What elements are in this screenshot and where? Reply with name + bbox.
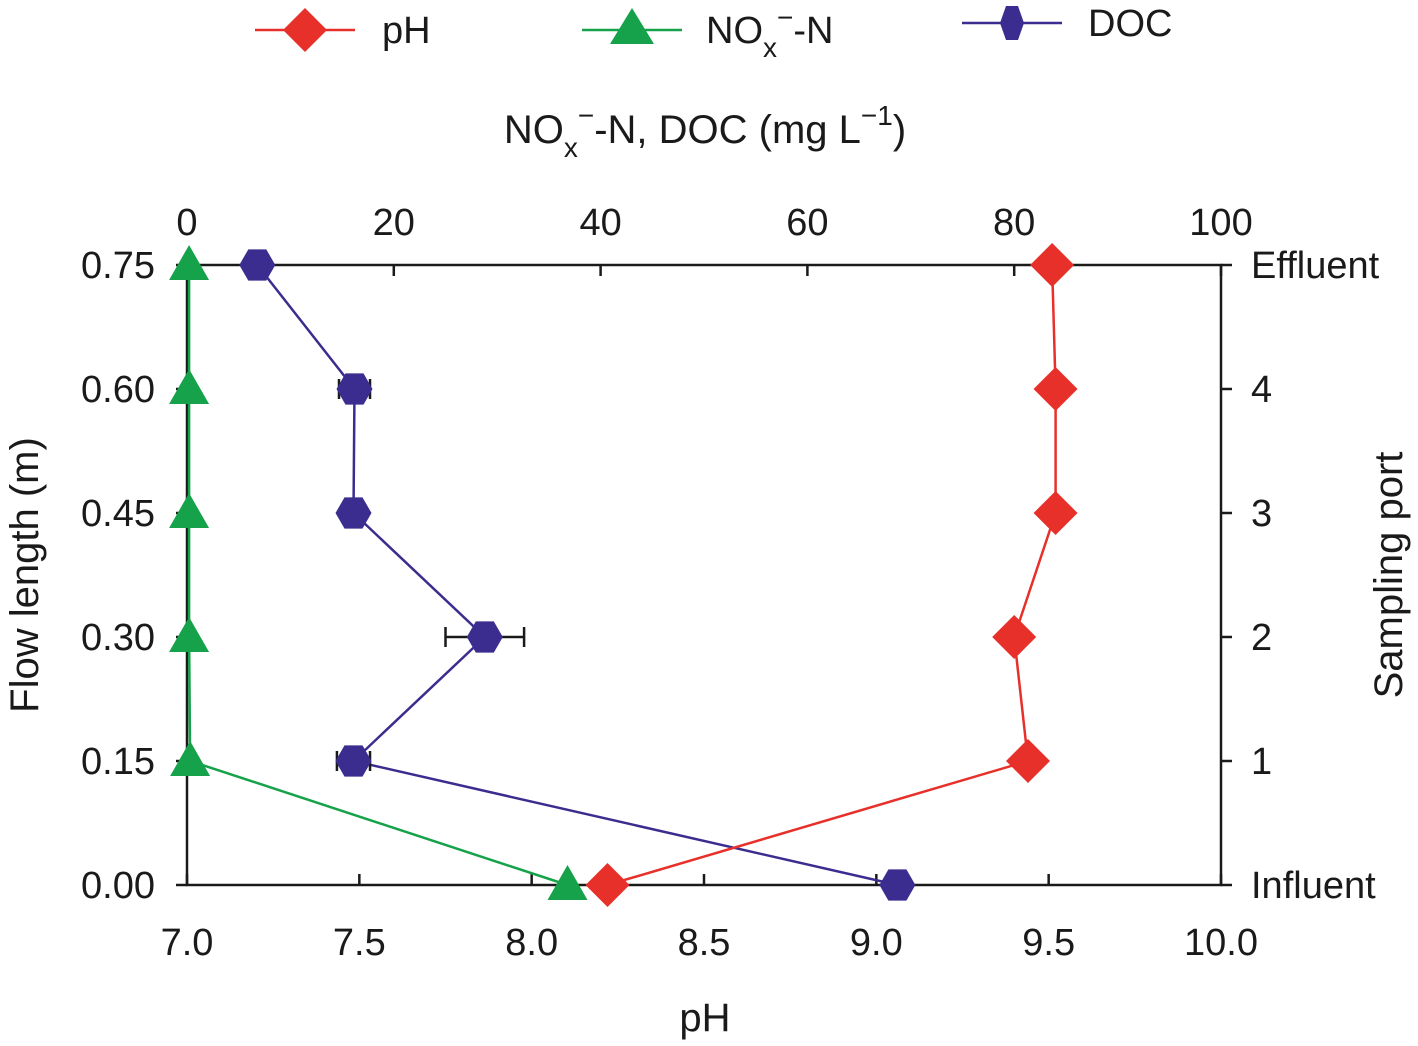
right-axis-tick-label: 1 (1251, 741, 1272, 783)
data-point (1033, 367, 1078, 411)
top-axis-title: NOx−-N, DOC (mg L−1) (504, 100, 906, 163)
legend-label-doc: DOC (1088, 3, 1172, 45)
right-axis-title: Sampling port (1367, 452, 1411, 699)
data-point (879, 869, 916, 901)
data-point (1030, 243, 1075, 287)
top-axis-tick-label: 60 (786, 202, 828, 244)
plot-frame (185, 263, 1223, 887)
top-title-sup2: −1 (861, 100, 893, 131)
legend-label-nox: NOx−-N (706, 2, 833, 63)
series-triangle (169, 245, 588, 900)
top-axis-tick-label: 40 (579, 202, 621, 244)
legend-item-doc: DOC (962, 3, 1172, 45)
axis-ticks (176, 263, 1232, 887)
data-point (1033, 491, 1078, 535)
right-axis-tick-label: 3 (1251, 493, 1272, 535)
top-title-tail: ) (893, 108, 906, 152)
bottom-axis-tick-label: 10.0 (1184, 922, 1258, 964)
data-point (169, 369, 210, 404)
bottom-axis-tick-label: 9.5 (1022, 922, 1075, 964)
bottom-axis-tick-label: 8.5 (678, 922, 731, 964)
axis-tick-labels: 0 20 40 60 80 100 7.0 7.5 8.0 8.5 9.0 9.5 10.0 0.00 0.… (81, 202, 1380, 964)
right-axis-tick-label: 2 (1251, 617, 1272, 659)
data-point (335, 745, 372, 777)
left-axis-tick-label: 0.45 (81, 493, 155, 535)
right-axis-tick-label: Influent (1251, 865, 1376, 907)
data-point (169, 245, 210, 280)
left-axis-tick-label: 0.00 (81, 865, 155, 907)
top-title-mid: -N, DOC (mg L (594, 108, 861, 152)
legend-marker-doc (1000, 6, 1024, 40)
series-hexagon (239, 249, 916, 901)
left-axis-tick-label: 0.60 (81, 369, 155, 411)
data-point (992, 615, 1037, 659)
data-point (336, 373, 373, 405)
data-point (239, 249, 276, 281)
left-axis-tick-label: 0.30 (81, 617, 155, 659)
legend-item-ph: pH (255, 8, 431, 52)
legend-marker-nox (610, 8, 654, 44)
left-axis-tick-label: 0.75 (81, 245, 155, 287)
left-axis-tick-label: 0.15 (81, 741, 155, 783)
bottom-axis-tick-label: 9.0 (850, 922, 903, 964)
legend-nox-tail: -N (793, 10, 833, 52)
data-point (585, 863, 630, 907)
data-point (466, 621, 503, 653)
legend-nox-sub: x (763, 32, 777, 63)
data-point (335, 497, 372, 529)
top-title-sup: − (578, 100, 594, 131)
legend-nox-sup: − (777, 2, 793, 33)
data-point (169, 617, 210, 652)
legend-marker-ph (283, 8, 327, 52)
top-axis-tick-label: 80 (993, 202, 1035, 244)
legend-item-nox: NOx−-N (582, 2, 833, 63)
series-line (607, 264, 1057, 887)
right-axis-tick-label: 4 (1251, 369, 1272, 411)
bottom-axis-tick-label: 8.0 (505, 922, 558, 964)
top-axis-tick-label: 100 (1189, 202, 1252, 244)
bottom-axis-title: pH (679, 996, 730, 1040)
top-title-main: NO (504, 108, 564, 152)
data-point (169, 493, 210, 528)
data-point (547, 865, 588, 900)
top-title-sub: x (564, 132, 578, 163)
series-diamond (585, 243, 1078, 907)
data-point (170, 741, 211, 776)
series-line (256, 264, 898, 887)
legend-nox-main: NO (706, 10, 763, 52)
bottom-axis-tick-label: 7.5 (333, 922, 386, 964)
top-axis-tick-label: 0 (176, 202, 197, 244)
left-axis-title: Flow length (m) (3, 437, 47, 713)
right-axis-tick-label: Effluent (1251, 245, 1380, 287)
legend: pH NOx−-N DOC (255, 2, 1172, 63)
series-line (187, 265, 568, 887)
legend-label-ph: pH (382, 10, 431, 52)
series-layer (169, 243, 1078, 907)
data-point (1005, 739, 1050, 783)
bottom-axis-tick-label: 7.0 (161, 922, 214, 964)
top-axis-tick-label: 20 (373, 202, 415, 244)
